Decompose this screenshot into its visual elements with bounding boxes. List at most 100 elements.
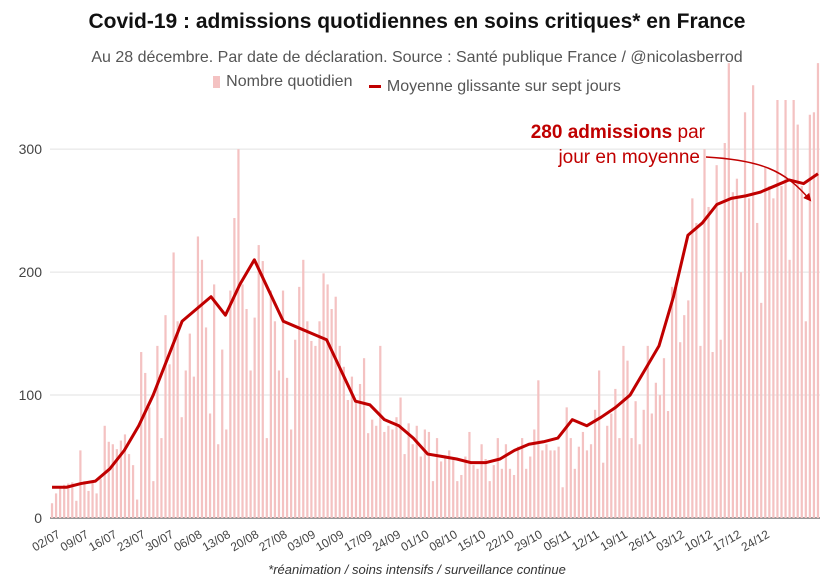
daily-bar: [277, 370, 281, 518]
daily-bar: [581, 431, 585, 518]
daily-bar: [249, 370, 252, 518]
legend-label-average: Moyenne glissante sur sept jours: [386, 77, 621, 95]
daily-bar: [727, 63, 730, 519]
daily-bar: [423, 429, 426, 518]
daily-bar: [496, 438, 499, 518]
daily-bar: [306, 321, 309, 518]
daily-bar: [711, 352, 714, 518]
daily-bar: [654, 382, 657, 518]
daily-bar: [756, 222, 759, 518]
chart-subtitle: Au 28 décembre. Par date de déclaration.…: [91, 49, 743, 66]
daily-bar: [229, 290, 232, 518]
daily-bar: [776, 100, 779, 518]
daily-bar: [160, 438, 163, 518]
x-tick-label: 03/12: [654, 527, 687, 554]
daily-bar: [342, 366, 345, 518]
daily-bar: [752, 85, 755, 518]
daily-bar: [816, 63, 820, 519]
daily-bar: [168, 364, 171, 518]
daily-bar: [362, 358, 366, 518]
daily-bar: [225, 429, 228, 518]
daily-bar: [747, 198, 751, 518]
daily-bar: [610, 413, 613, 518]
daily-bar: [792, 100, 795, 518]
daily-bar: [192, 376, 195, 518]
x-tick-label: 16/07: [86, 527, 119, 554]
daily-bar: [241, 284, 244, 518]
daily-bar: [152, 481, 155, 518]
daily-bar: [719, 339, 722, 518]
daily-bar: [800, 186, 803, 518]
daily-bar: [739, 272, 743, 518]
x-tick-label: 24/12: [739, 527, 772, 554]
daily-bar: [285, 377, 289, 518]
x-tick-label: 30/07: [143, 527, 176, 554]
daily-bar: [492, 465, 495, 518]
daily-bar: [107, 441, 110, 518]
daily-bar: [666, 411, 670, 518]
daily-bar: [472, 465, 475, 518]
daily-bar: [156, 345, 159, 518]
daily-bar: [346, 399, 349, 518]
x-tick-label: 17/12: [710, 527, 743, 554]
x-tick-label: 26/11: [626, 527, 659, 554]
daily-bar: [184, 370, 187, 518]
daily-bar: [395, 417, 398, 518]
daily-bar: [646, 345, 649, 518]
x-tick-label: 01/10: [398, 527, 431, 554]
daily-bar: [480, 444, 483, 518]
daily-bar: [707, 206, 710, 518]
daily-bar: [290, 429, 293, 518]
x-tick-label: 22/10: [483, 527, 516, 554]
daily-bar: [606, 425, 609, 518]
daily-bar: [196, 236, 200, 518]
daily-bar: [67, 483, 70, 518]
daily-bar: [115, 449, 118, 518]
daily-bar: [298, 286, 301, 518]
daily-bar: [334, 296, 337, 518]
daily-bar: [318, 321, 321, 518]
daily-bar: [367, 433, 370, 518]
annotation-arrow: [705, 156, 812, 202]
daily-bar: [516, 446, 520, 518]
daily-bar: [812, 112, 816, 518]
daily-bar: [269, 290, 272, 518]
daily-bar: [221, 349, 224, 518]
daily-bar: [407, 423, 410, 518]
daily-bar: [294, 339, 297, 518]
daily-bar: [87, 490, 90, 518]
daily-bar: [772, 198, 775, 518]
daily-bar: [634, 401, 637, 518]
daily-bar: [602, 462, 605, 518]
daily-bar: [808, 114, 811, 518]
annotation: 280 admissions par jour en moyenne: [531, 122, 812, 202]
x-tick-label: 24/09: [370, 527, 403, 554]
daily-bar: [650, 413, 653, 518]
daily-bar: [59, 487, 62, 518]
daily-bar: [350, 376, 354, 518]
daily-bar: [379, 345, 382, 518]
daily-bar: [521, 438, 524, 518]
x-tick-label: 02/07: [30, 527, 63, 554]
daily-bar: [217, 444, 220, 518]
daily-bar: [127, 454, 131, 518]
daily-bar: [593, 409, 597, 518]
daily-bar: [675, 284, 678, 518]
daily-bar: [760, 302, 763, 518]
daily-bar: [180, 417, 183, 518]
daily-bar: [695, 222, 698, 518]
x-tick-label: 10/09: [313, 527, 346, 554]
daily-bar: [512, 474, 516, 518]
annotation-bold: 280 admissions: [531, 122, 673, 143]
daily-bar: [411, 444, 414, 518]
daily-bar: [679, 342, 682, 518]
daily-bar: [561, 487, 564, 518]
daily-bar: [371, 419, 374, 518]
daily-bar: [387, 425, 390, 518]
daily-bar: [310, 340, 313, 518]
legend-label-daily: Nombre quotidien: [226, 73, 353, 90]
daily-bar: [448, 450, 451, 518]
annotation-line-1: 280 admissions par: [531, 122, 706, 143]
moving-average-line: [52, 172, 819, 489]
daily-bar: [699, 345, 702, 518]
